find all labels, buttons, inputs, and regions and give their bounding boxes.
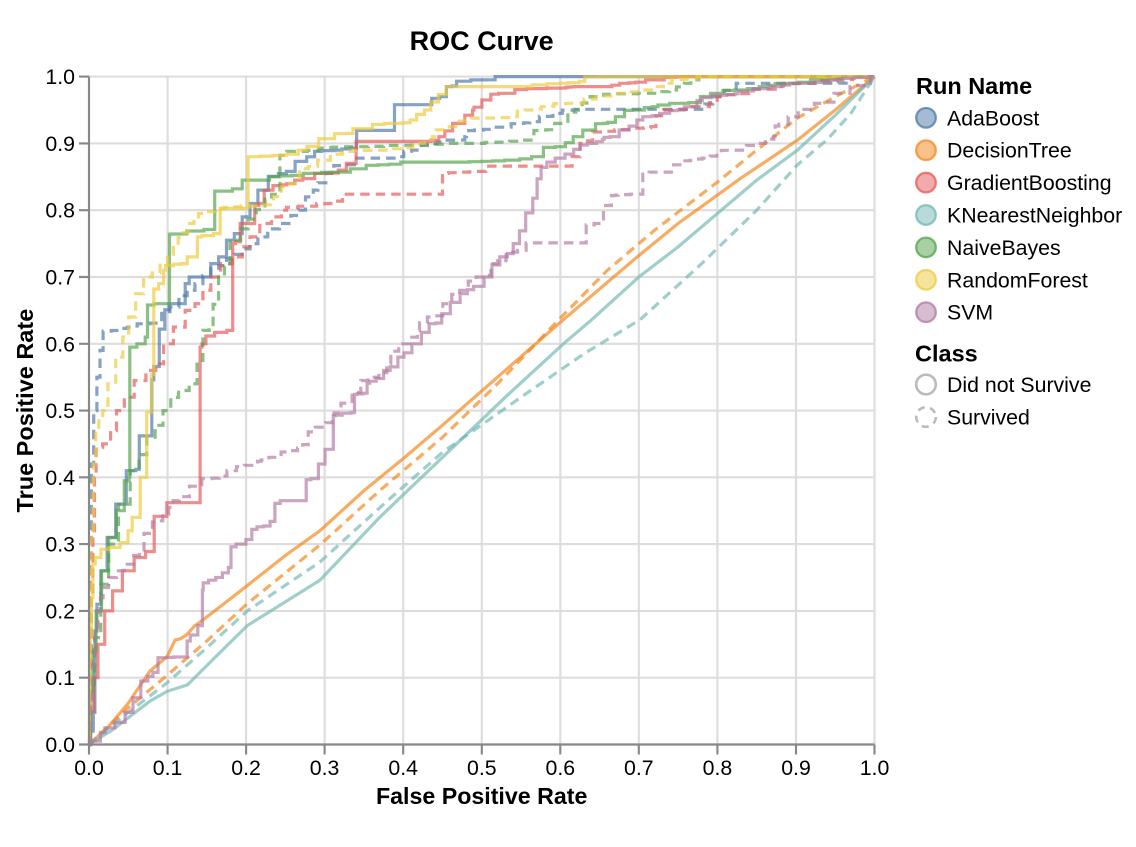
svg-text:NaiveBayes: NaiveBayes — [947, 236, 1061, 260]
svg-text:RandomForest: RandomForest — [947, 268, 1088, 292]
svg-text:SVM: SVM — [947, 301, 993, 325]
svg-text:0.6: 0.6 — [545, 756, 575, 780]
svg-text:0.1: 0.1 — [45, 666, 75, 690]
svg-text:1.0: 1.0 — [860, 756, 890, 780]
svg-text:0.0: 0.0 — [74, 756, 104, 780]
svg-text:Did not Survive: Did not Survive — [947, 373, 1091, 397]
svg-text:KNearestNeighbor: KNearestNeighbor — [947, 204, 1122, 228]
svg-text:0.1: 0.1 — [153, 756, 183, 780]
svg-text:0.2: 0.2 — [231, 756, 261, 780]
svg-text:0.5: 0.5 — [467, 756, 497, 780]
svg-text:0.7: 0.7 — [624, 756, 654, 780]
svg-text:0.0: 0.0 — [45, 733, 75, 757]
svg-text:0.8: 0.8 — [45, 199, 75, 223]
svg-text:True Positive Rate: True Positive Rate — [12, 309, 38, 513]
svg-text:DecisionTree: DecisionTree — [947, 139, 1072, 163]
svg-text:0.9: 0.9 — [781, 756, 811, 780]
svg-text:0.9: 0.9 — [45, 132, 75, 156]
svg-text:0.4: 0.4 — [45, 466, 75, 490]
svg-text:AdaBoost: AdaBoost — [947, 106, 1039, 130]
svg-text:0.5: 0.5 — [45, 399, 75, 423]
svg-text:Class: Class — [915, 341, 978, 367]
svg-text:0.3: 0.3 — [45, 533, 75, 557]
svg-text:ROC Curve: ROC Curve — [410, 26, 554, 56]
svg-text:0.2: 0.2 — [45, 599, 75, 623]
svg-text:0.8: 0.8 — [703, 756, 733, 780]
svg-text:GradientBoosting: GradientBoosting — [947, 171, 1112, 195]
svg-text:0.6: 0.6 — [45, 332, 75, 356]
svg-text:Run Name: Run Name — [916, 73, 1032, 99]
svg-text:0.7: 0.7 — [45, 266, 75, 290]
svg-text:1.0: 1.0 — [45, 65, 75, 89]
svg-text:False Positive Rate: False Positive Rate — [376, 783, 587, 809]
svg-text:Survived: Survived — [947, 406, 1030, 430]
svg-text:0.4: 0.4 — [388, 756, 418, 780]
svg-text:0.3: 0.3 — [310, 756, 340, 780]
